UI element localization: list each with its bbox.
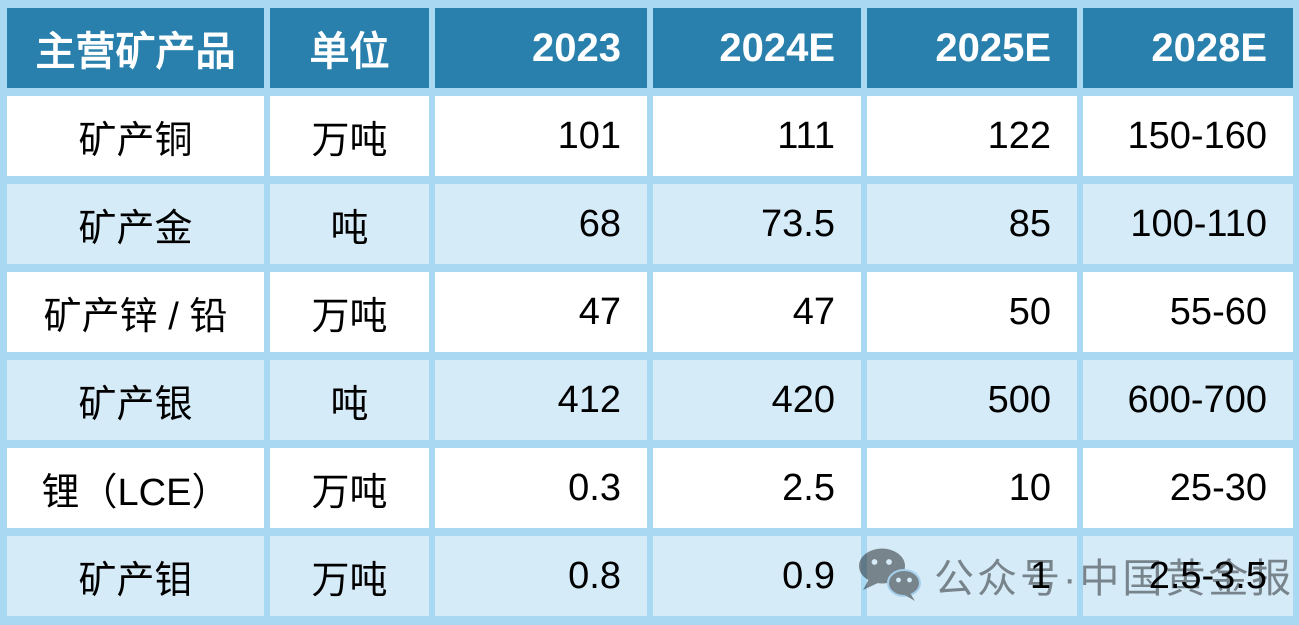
row-label-cell: 锂（LCE） [7,448,264,528]
value-cell: 1 [867,536,1077,616]
value-cell: 55-60 [1083,272,1293,352]
value-cell: 85 [867,184,1077,264]
value-cell: 111 [653,96,861,176]
value-cell: 47 [653,272,861,352]
row-label-cell: 矿产铜 [7,96,264,176]
value-cell: 412 [435,360,647,440]
value-cell: 68 [435,184,647,264]
value-cell: 万吨 [270,536,429,616]
row-label-cell: 矿产金 [7,184,264,264]
column-header-6: 2028E [1083,8,1293,88]
value-cell: 吨 [270,360,429,440]
value-cell: 150-160 [1083,96,1293,176]
value-cell: 0.9 [653,536,861,616]
value-cell: 10 [867,448,1077,528]
column-header-1: 主营矿产品 [7,8,264,88]
value-cell: 万吨 [270,448,429,528]
column-header-4: 2024E [653,8,861,88]
value-cell: 420 [653,360,861,440]
value-cell: 47 [435,272,647,352]
header-row: 主营矿产品 单位 2023 2024E 2025E 2028E [7,8,1293,88]
value-cell: 吨 [270,184,429,264]
table-row: 矿产铜 万吨 101 111 122 150-160 [7,96,1293,176]
value-cell: 500 [867,360,1077,440]
value-cell: 100-110 [1083,184,1293,264]
value-cell: 25-30 [1083,448,1293,528]
table-row: 矿产钼 万吨 0.8 0.9 1 2.5-3.5 [7,536,1293,616]
table-row: 矿产金吨 68 73.5 85 100-110 [7,184,1293,264]
value-cell: 万吨 [270,272,429,352]
table-row: 锂（LCE） 万吨 0.3 2.5 10 25-30 [7,448,1293,528]
value-cell: 122 [867,96,1077,176]
value-cell: 0.3 [435,448,647,528]
column-header-5: 2025E [867,8,1077,88]
column-header-3: 2023 [435,8,647,88]
value-cell: 73.5 [653,184,861,264]
row-label-cell: 矿产锌 / 铅 [7,272,264,352]
value-cell: 50 [867,272,1077,352]
column-header-2: 单位 [270,8,429,88]
value-cell: 0.8 [435,536,647,616]
value-cell: 万吨 [270,96,429,176]
row-label-cell: 矿产钼 [7,536,264,616]
row-label-cell: 矿产银 [7,360,264,440]
value-cell: 101 [435,96,647,176]
value-cell: 2.5 [653,448,861,528]
value-cell: 600-700 [1083,360,1293,440]
table-row: 矿产银吨 412 420 500 600-700 [7,360,1293,440]
table-row: 矿产锌 / 铅万吨 47 47 50 55-60 [7,272,1293,352]
value-cell: 2.5-3.5 [1083,536,1293,616]
